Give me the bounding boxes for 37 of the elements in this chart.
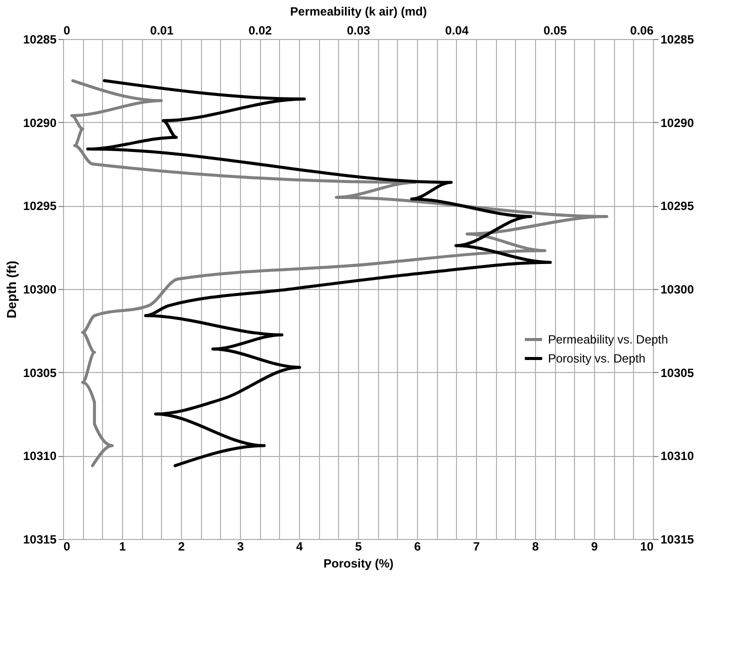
x-tick-label: 5 [355, 540, 362, 554]
y-tick-label: 10310 [23, 449, 57, 464]
x-tick-label: 6 [414, 540, 422, 554]
x-tick-label: 9 [591, 540, 598, 554]
y2-tick-label: 10300 [660, 282, 694, 296]
x-axis-title: Porosity (%) [323, 556, 394, 570]
x-tick-label: 10 [640, 540, 654, 554]
x2-tick-label: 0.03 [346, 24, 370, 38]
x-tick-label: 4 [296, 540, 304, 554]
y-tick-label: 10305 [23, 366, 57, 380]
y-axis-title: Depth (ft) [4, 260, 20, 318]
y2-tick-label: 10305 [660, 366, 694, 380]
legend-label: Porosity vs. Depth [548, 352, 646, 366]
legend-label: Permeability vs. Depth [548, 332, 668, 346]
y2-tick-label: 10285 [660, 32, 694, 46]
x-tick-label: 8 [532, 540, 540, 554]
x2-tick-label: 0.06 [630, 24, 654, 38]
x-tick-label: 7 [473, 540, 480, 554]
y-tick-label: 10300 [23, 282, 57, 296]
x2-axis-title: Permeability (k air) (md) [290, 4, 427, 18]
y-tick-label: 10295 [23, 199, 57, 214]
y2-tick-label: 10310 [660, 449, 694, 464]
y2-tick-label: 10295 [660, 199, 694, 214]
y-tick-label: 10290 [23, 116, 57, 130]
x-tick-label: 0 [64, 540, 70, 554]
x2-tick-label: 0 [64, 24, 70, 38]
x2-tick-label: 0.05 [543, 24, 568, 38]
y-tick-label: 10315 [23, 532, 57, 546]
x2-tick-label: 0.01 [150, 24, 174, 38]
x2-tick-label: 0.04 [445, 24, 469, 38]
x-tick-label: 2 [178, 540, 186, 554]
y2-tick-label: 10290 [660, 116, 694, 130]
y2-tick-label: 10315 [660, 532, 694, 546]
x-tick-label: 3 [237, 540, 244, 554]
y-tick-label: 10285 [23, 32, 57, 46]
x2-tick-label: 0.02 [248, 24, 272, 38]
x-tick-label: 1 [119, 540, 126, 554]
